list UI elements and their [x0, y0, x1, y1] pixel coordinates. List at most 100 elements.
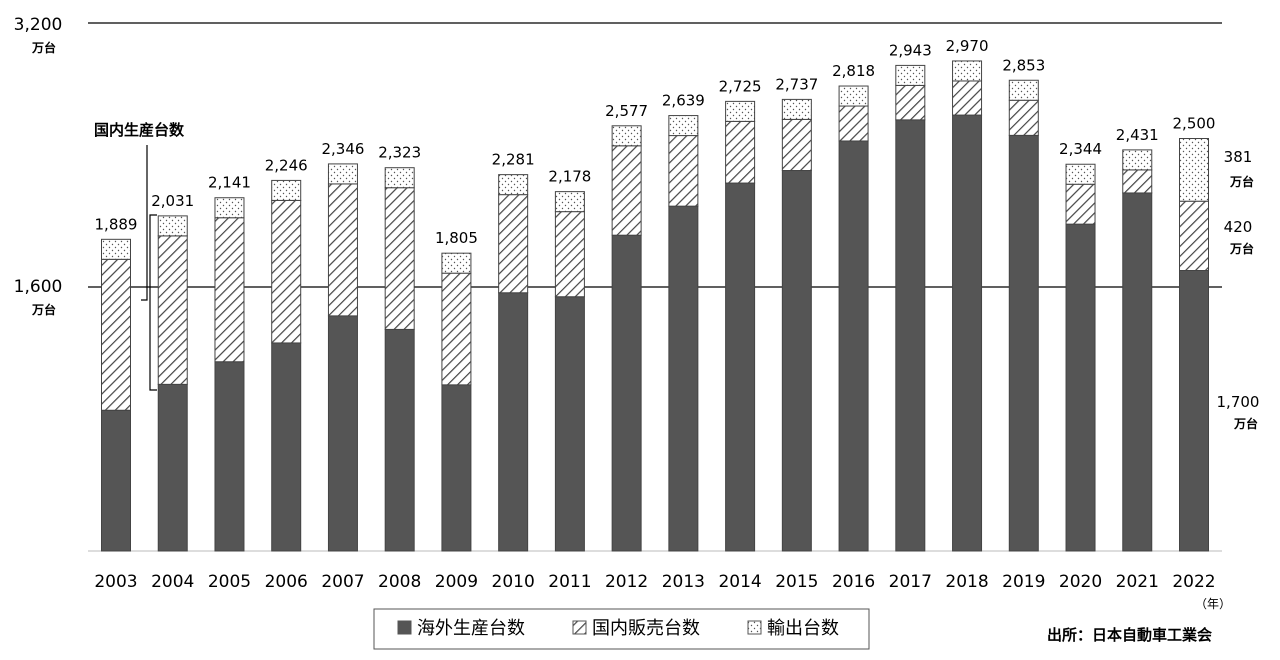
total-label-2008: 2,323 [378, 144, 421, 162]
bar-domestic-sales-2014 [725, 120, 756, 184]
bar-domestic-sales-2010 [498, 194, 529, 294]
x-tick-2016: 2016 [832, 572, 875, 592]
bar-export-2005 [214, 197, 245, 219]
y-tick-3200-unit: 万台 [31, 40, 56, 55]
bar-export-2019 [1008, 79, 1039, 101]
bar-export-2011 [554, 191, 585, 213]
x-tick-group: 2003 2004 2005 2006 2007 2008 2009 2010 2011 2012… [94, 572, 1215, 592]
bar-domestic-sales-2015 [781, 118, 812, 172]
bar-overseas-2014 [725, 182, 756, 552]
total-label-2011: 2,178 [548, 168, 591, 186]
total-label-2010: 2,281 [492, 151, 535, 169]
annotation-export-unit: 万台 [1229, 174, 1254, 189]
bar-export-2014 [725, 100, 756, 122]
bar-overseas-2017 [895, 119, 926, 552]
source-note: 出所：日本自動車工業会 [1047, 626, 1212, 644]
bar-export-2007 [327, 163, 358, 185]
bar-domestic-sales-2003 [101, 258, 131, 411]
x-tick-2009: 2009 [435, 572, 478, 592]
bar-export-2006 [271, 179, 302, 201]
bar-domestic-sales-2017 [895, 84, 926, 121]
x-tick-2003: 2003 [94, 572, 137, 592]
bar-overseas-2013 [668, 205, 699, 552]
bar-overseas-2010 [498, 292, 529, 552]
x-tick-2011: 2011 [548, 572, 591, 592]
bar-export-2013 [668, 115, 699, 137]
x-tick-2021: 2021 [1116, 572, 1159, 592]
bar-domestic-sales-2007 [327, 183, 358, 317]
x-tick-2004: 2004 [151, 572, 194, 592]
x-tick-2014: 2014 [718, 572, 761, 592]
bar-domestic-sales-2012 [611, 145, 642, 236]
bar-export-2004 [157, 215, 188, 237]
x-tick-2010: 2010 [492, 572, 535, 592]
annotation-overseas-value: 1,700 [1217, 393, 1260, 411]
annotation-domestic-sales-unit: 万台 [1229, 241, 1254, 256]
domestic-production-bracket [149, 214, 157, 391]
bar-overseas-2008 [384, 328, 415, 552]
bar-domestic-sales-2020 [1065, 183, 1096, 225]
y-tick-1600: 1,600 [14, 277, 63, 297]
bar-export-2008 [384, 167, 415, 189]
annotation-export-value: 381 [1224, 148, 1253, 166]
total-label-2013: 2,639 [662, 92, 705, 110]
total-label-2004: 2,031 [151, 192, 194, 210]
bar-export-2015 [781, 98, 812, 120]
bar-export-2009 [441, 252, 472, 274]
bar-domestic-sales-2021 [1122, 169, 1153, 194]
total-label-2009: 1,805 [435, 229, 478, 247]
bar-overseas-2009 [441, 384, 472, 552]
annotation-domestic-sales-value: 420 [1224, 218, 1253, 236]
x-tick-2018: 2018 [945, 572, 988, 592]
bar-domestic-sales-2006 [271, 199, 302, 344]
bar-overseas-2015 [781, 170, 812, 552]
x-tick-2017: 2017 [889, 572, 932, 592]
bar-export-2021 [1122, 149, 1153, 171]
bar-overseas-2012 [611, 234, 642, 552]
legend-label-overseas: 海外生産台数 [417, 618, 525, 639]
legend-label-export: 輸出台数 [767, 618, 839, 639]
legend: 海外生産台数 国内販売台数 輸出台数 [373, 608, 870, 650]
bar-overseas-2016 [838, 140, 869, 552]
bar-export-2022 [1179, 138, 1209, 202]
x-tick-2020: 2020 [1059, 572, 1102, 592]
y-tick-3200: 3,200 [14, 15, 63, 35]
bar-overseas-2004 [157, 383, 188, 552]
x-tick-2012: 2012 [605, 572, 648, 592]
x-tick-2019: 2019 [1002, 572, 1045, 592]
total-label-2021: 2,431 [1116, 126, 1159, 144]
bar-domestic-sales-2011 [554, 211, 585, 298]
bar-export-2017 [895, 64, 926, 86]
bar-domestic-sales-2005 [214, 217, 245, 363]
bar-export-2020 [1065, 163, 1096, 185]
bar-overseas-2007 [327, 315, 358, 552]
bar-export-2016 [838, 85, 869, 107]
total-label-2015: 2,737 [775, 75, 818, 93]
bar-group [101, 60, 1209, 552]
total-label-group: 1,889 2,031 2,141 2,246 2,346 2,323 1,805 2,281… [95, 37, 1216, 247]
bar-overseas-2011 [554, 296, 585, 552]
total-label-2016: 2,818 [832, 62, 875, 80]
legend-swatch-overseas [397, 620, 412, 635]
x-tick-2015: 2015 [775, 572, 818, 592]
bar-overseas-2021 [1122, 192, 1153, 552]
bar-domestic-sales-2016 [838, 105, 869, 142]
bar-export-2018 [952, 60, 983, 82]
total-label-2020: 2,344 [1059, 140, 1102, 158]
domestic-production-label: 国内生産台数 [94, 121, 185, 139]
annotation-overseas-unit: 万台 [1233, 416, 1258, 431]
bar-overseas-2003 [101, 409, 131, 552]
x-tick-2008: 2008 [378, 572, 421, 592]
total-label-2014: 2,725 [719, 77, 762, 95]
total-label-2022: 2,500 [1173, 115, 1216, 133]
bar-overseas-2019 [1008, 134, 1039, 552]
total-label-2018: 2,970 [946, 37, 989, 55]
x-tick-2013: 2013 [662, 572, 705, 592]
total-label-2003: 1,889 [95, 215, 138, 233]
bar-overseas-2005 [214, 361, 245, 552]
bar-domestic-sales-2004 [157, 235, 188, 385]
total-label-2007: 2,346 [321, 140, 364, 158]
bar-overseas-2020 [1065, 223, 1096, 552]
y-tick-1600-unit: 万台 [31, 302, 56, 317]
